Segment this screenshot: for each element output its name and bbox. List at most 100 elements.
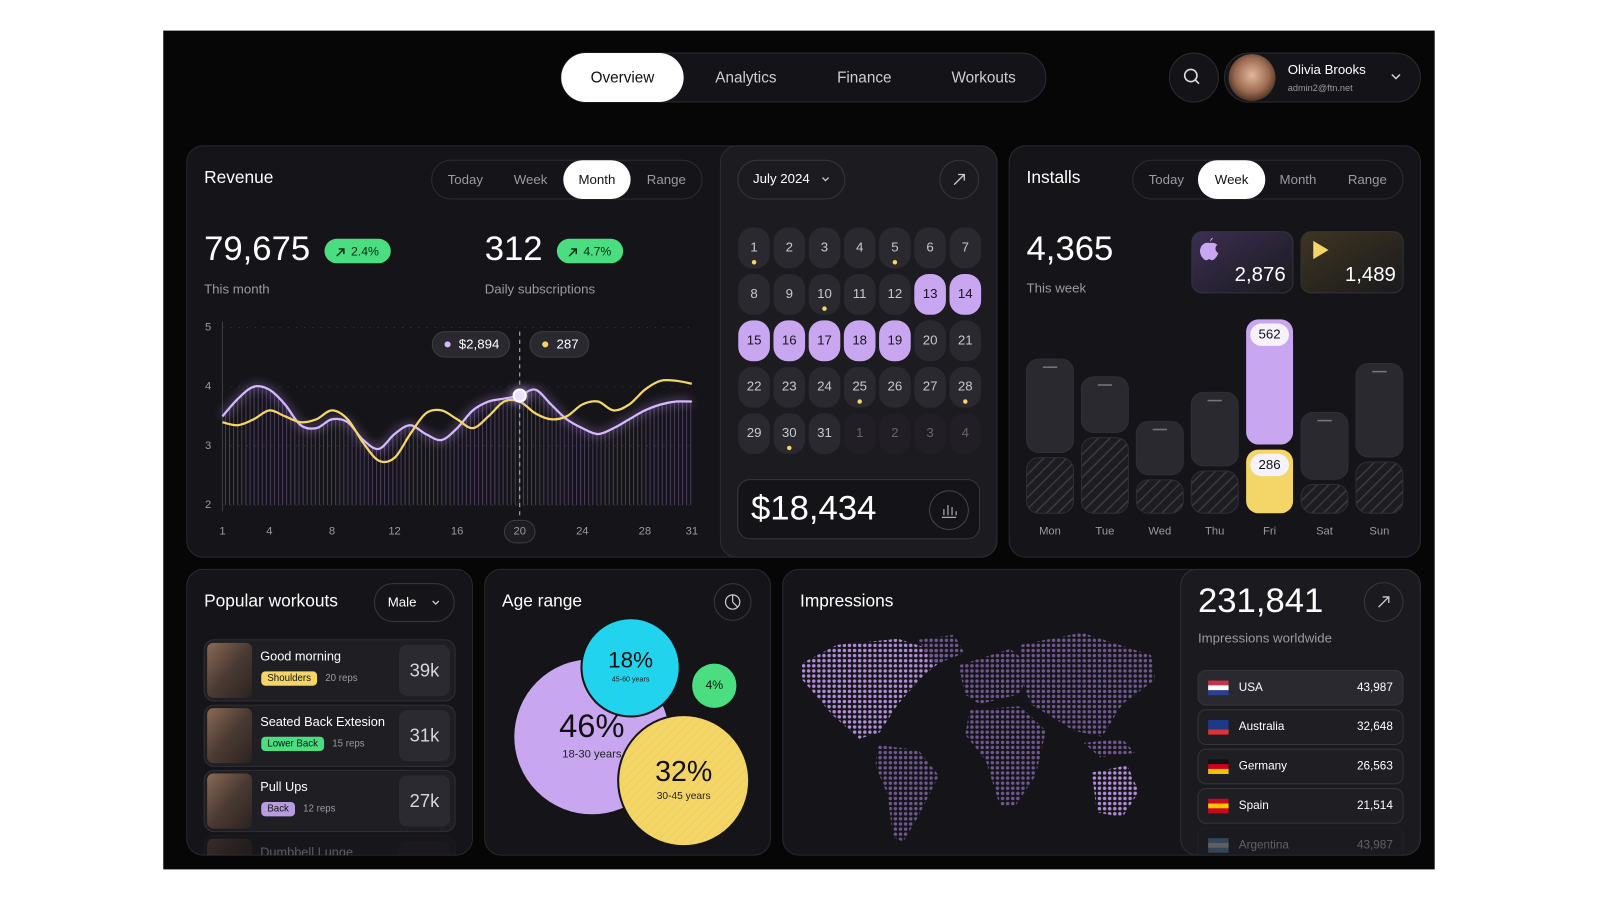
- nav-tab[interactable]: Overview: [591, 70, 656, 87]
- calendar-day[interactable]: [738, 227, 770, 269]
- bar-label: 286: [1259, 457, 1281, 472]
- panel-title: Installs: [1027, 167, 1081, 187]
- flag: [1208, 685, 1229, 691]
- calendar-day[interactable]: [808, 413, 841, 455]
- calendar-day[interactable]: [773, 413, 806, 455]
- calendar-day[interactable]: [843, 227, 876, 269]
- day-number: 2: [786, 239, 793, 254]
- x-tick-highlight: [503, 519, 536, 544]
- nav-tab[interactable]: Analytics: [715, 70, 777, 87]
- chevron: [821, 177, 830, 182]
- count-box: [398, 644, 450, 696]
- workout-name: Dumbbell Lunge: [260, 844, 353, 859]
- age-button[interactable]: [713, 583, 752, 621]
- day-number: 30: [782, 425, 797, 440]
- calendar-day[interactable]: [808, 227, 841, 269]
- calendar-day[interactable]: [738, 413, 770, 455]
- flag: [1208, 764, 1229, 770]
- day-number: 17: [817, 332, 832, 347]
- calendar-day[interactable]: [773, 273, 806, 315]
- change-badge: [324, 238, 391, 264]
- ios-installs: 2,876: [1235, 264, 1286, 286]
- period-tab[interactable]: Week: [514, 172, 548, 187]
- nav-tab[interactable]: Finance: [837, 70, 891, 87]
- search-button[interactable]: [1168, 52, 1219, 103]
- x-tick-label: 1: [219, 526, 225, 538]
- calendar-day[interactable]: [843, 366, 876, 408]
- x-tick-label: Sat: [1316, 526, 1334, 538]
- day-number: 3: [821, 239, 828, 254]
- day-number: 19: [888, 332, 903, 347]
- bubble: [580, 617, 681, 718]
- expand-button[interactable]: [1363, 582, 1404, 622]
- calendar-day[interactable]: [773, 227, 806, 269]
- calendar-day[interactable]: [914, 273, 946, 315]
- calendar-day[interactable]: [949, 366, 982, 408]
- bubble-value: 18%: [608, 648, 653, 673]
- day-number: 3: [926, 425, 933, 440]
- workout-row[interactable]: Pull Ups Back 12 reps 27k: [203, 769, 456, 833]
- tooltip: [529, 331, 590, 358]
- calendar-day[interactable]: [879, 273, 911, 315]
- calendar-day[interactable]: [879, 320, 911, 362]
- workout-row[interactable]: Good morning Shoulders 20 reps 39k: [203, 639, 456, 702]
- calendar-day[interactable]: [843, 320, 876, 362]
- calendar-day[interactable]: [738, 273, 770, 315]
- calendar-day[interactable]: [879, 366, 911, 408]
- calendar-day[interactable]: [914, 227, 946, 269]
- calendar-day[interactable]: [738, 320, 770, 362]
- calendar-day[interactable]: [949, 413, 982, 455]
- calendar-day[interactable]: [808, 366, 841, 408]
- country-row: Spain 21,514: [1197, 788, 1404, 824]
- month-select[interactable]: [737, 159, 846, 200]
- period-tab[interactable]: Range: [647, 172, 686, 187]
- period-tab[interactable]: Range: [1348, 172, 1387, 187]
- flag: [1208, 729, 1229, 735]
- calendar-total: $18,434: [751, 489, 876, 527]
- flag: [1208, 768, 1229, 774]
- calendar-day[interactable]: [914, 366, 946, 408]
- period-tab[interactable]: Month: [1280, 172, 1317, 187]
- calendar-day[interactable]: [773, 320, 806, 362]
- calendar-day[interactable]: [843, 273, 876, 315]
- day-number: 9: [786, 286, 793, 301]
- calendar-day[interactable]: [949, 227, 982, 269]
- up-arrow: [568, 248, 577, 257]
- x-tick-label: 20: [513, 526, 525, 538]
- calendar-day[interactable]: [808, 320, 841, 362]
- chart-button[interactable]: [929, 490, 969, 531]
- day-number: 10: [817, 286, 832, 301]
- bar-label: 562: [1259, 327, 1281, 342]
- apple-icon: [1200, 237, 1219, 261]
- workout-reps: 15 reps: [332, 738, 364, 749]
- workout-row[interactable]: Seated Back Extesion Lower Back 15 reps 31k: [203, 704, 456, 767]
- tag-pill: [261, 867, 294, 881]
- period-tab[interactable]: Week: [1215, 172, 1249, 187]
- change-value: 2.4%: [351, 244, 379, 258]
- calendar-day[interactable]: [843, 413, 876, 455]
- day-number: 23: [782, 379, 797, 394]
- y-tick-label: 2: [205, 499, 211, 511]
- filter-select[interactable]: [373, 583, 455, 622]
- calendar-day[interactable]: [914, 320, 946, 362]
- workout-photo: [207, 642, 253, 698]
- workout-reps: 12 reps: [303, 804, 335, 815]
- day-number: 24: [817, 379, 832, 394]
- calendar-day[interactable]: [808, 273, 841, 315]
- calendar-day[interactable]: [879, 413, 911, 455]
- period-tab[interactable]: Month: [579, 172, 616, 187]
- calendar-day[interactable]: [773, 366, 806, 408]
- calendar-day[interactable]: [738, 366, 770, 408]
- x-tick-label: 8: [329, 526, 335, 538]
- calendar-day[interactable]: [949, 320, 982, 362]
- user-menu[interactable]: [1223, 52, 1421, 103]
- calendar-day[interactable]: [914, 413, 946, 455]
- calendar-day[interactable]: [879, 227, 911, 269]
- nav-tab[interactable]: Workouts: [952, 70, 1017, 87]
- period-tab[interactable]: Today: [448, 172, 484, 187]
- expand-button[interactable]: [939, 159, 980, 200]
- period-tab[interactable]: Today: [1149, 172, 1185, 187]
- calendar-day[interactable]: [949, 273, 982, 315]
- country-name: Spain: [1239, 799, 1269, 812]
